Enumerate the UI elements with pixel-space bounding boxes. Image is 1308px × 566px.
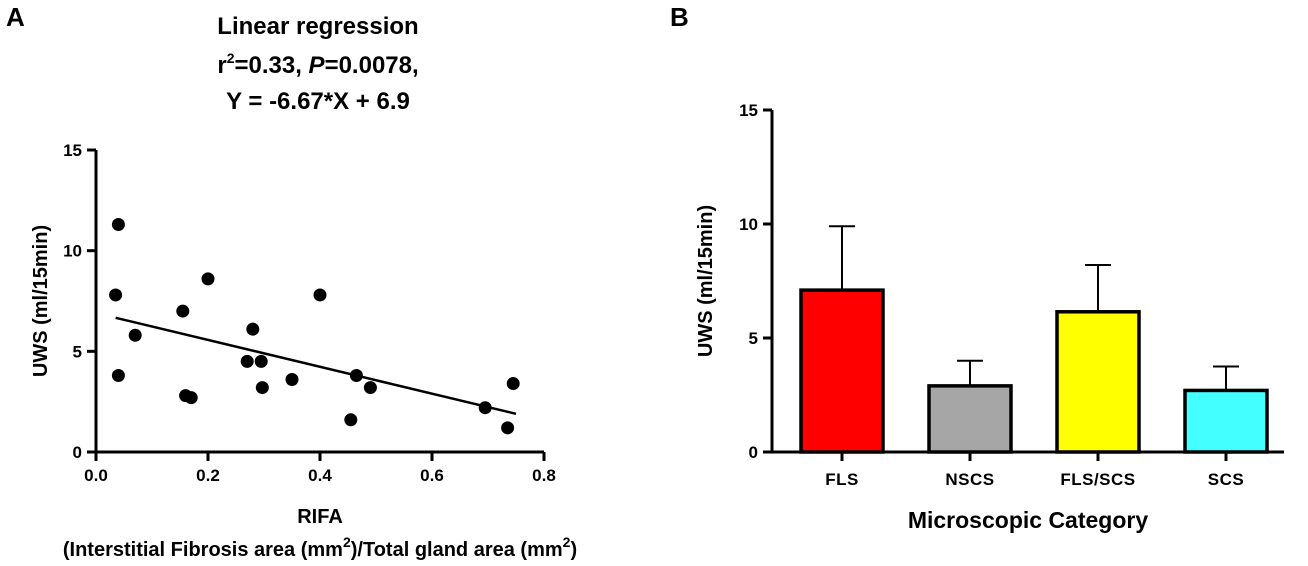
data-point <box>506 377 520 391</box>
y-tick-label-b: 0 <box>749 443 758 462</box>
data-point <box>111 217 125 231</box>
data-point <box>313 288 327 302</box>
y-axis-label-b: UWS (ml/15min) <box>695 205 717 357</box>
category-labels: FLS NSCS FLS/SCS SCS <box>825 452 1244 489</box>
x-axis-label: RIFA <box>297 506 343 528</box>
y-tick-label: 10 <box>63 242 82 261</box>
data-point <box>344 413 358 427</box>
x-sublabel-part2: )/Total gland area (mm <box>351 539 563 561</box>
scatter-chart: Linear regression r2=0.33, P=0.0078, Y =… <box>30 13 577 561</box>
data-point <box>501 421 515 435</box>
y-tick-label-b: 5 <box>749 329 758 348</box>
r2-superscript: 2 <box>227 50 235 66</box>
r2-value: =0.33, <box>234 52 308 79</box>
category-label: FLS/SCS <box>1060 470 1135 489</box>
y-tick-label: 0 <box>73 443 82 462</box>
data-points <box>109 217 520 435</box>
x-tick-label: 0.2 <box>196 466 220 485</box>
category-label: NSCS <box>945 470 994 489</box>
x-tick-label: 0.8 <box>532 466 556 485</box>
panel-label-a: A <box>6 2 25 32</box>
x-axis-sublabel: (Interstitial Fibrosis area (mm2)/Total … <box>63 534 577 561</box>
regression-equation: Y = -6.67*X + 6.9 <box>226 88 410 115</box>
bar <box>799 288 885 454</box>
x-sublabel-sup2: 2 <box>563 534 571 550</box>
data-point <box>240 354 254 368</box>
y-axis-label: UWS (ml/15min) <box>30 225 52 377</box>
data-point <box>285 373 299 387</box>
data-point <box>254 354 268 368</box>
y-tick-label-b: 10 <box>739 215 758 234</box>
data-point <box>109 288 123 302</box>
p-value: =0.0078, <box>325 52 419 79</box>
bars <box>799 225 1269 454</box>
x-sublabel-part3: ) <box>570 539 577 561</box>
regression-stats: r2=0.33, P=0.0078, <box>217 50 418 79</box>
y-axis-ticks: 0 5 10 15 <box>63 141 96 462</box>
data-point <box>255 381 269 395</box>
data-point <box>363 381 377 395</box>
x-axis-ticks: 0.0 0.2 0.4 0.6 0.8 <box>84 452 556 485</box>
x-sublabel-sup1: 2 <box>343 534 351 550</box>
data-point <box>201 272 215 286</box>
data-point <box>349 368 363 382</box>
chart-title: Linear regression <box>217 13 418 40</box>
y-tick-label-b: 15 <box>739 101 758 120</box>
y-axis-ticks-b: 0 5 10 15 <box>739 101 772 462</box>
r2-prefix: r <box>217 52 226 79</box>
y-tick-label: 5 <box>73 342 82 361</box>
category-label: FLS <box>825 470 859 489</box>
bar <box>927 384 1013 454</box>
bar <box>1055 310 1141 454</box>
data-point <box>478 401 492 415</box>
x-tick-label: 0.0 <box>84 466 108 485</box>
x-sublabel-part1: (Interstitial Fibrosis area (mm <box>63 539 343 561</box>
data-point <box>184 391 198 405</box>
category-label: SCS <box>1208 470 1244 489</box>
data-point <box>176 304 190 318</box>
data-point <box>246 322 260 336</box>
p-label: P <box>309 52 326 79</box>
regression-line <box>115 316 517 416</box>
x-tick-label: 0.4 <box>308 466 332 485</box>
x-tick-label: 0.6 <box>420 466 444 485</box>
data-point <box>111 368 125 382</box>
y-tick-label: 15 <box>63 141 82 160</box>
x-axis-label-b: Microscopic Category <box>908 507 1148 533</box>
bar <box>1183 388 1269 454</box>
data-point <box>128 328 142 342</box>
panel-label-b: B <box>670 2 689 32</box>
